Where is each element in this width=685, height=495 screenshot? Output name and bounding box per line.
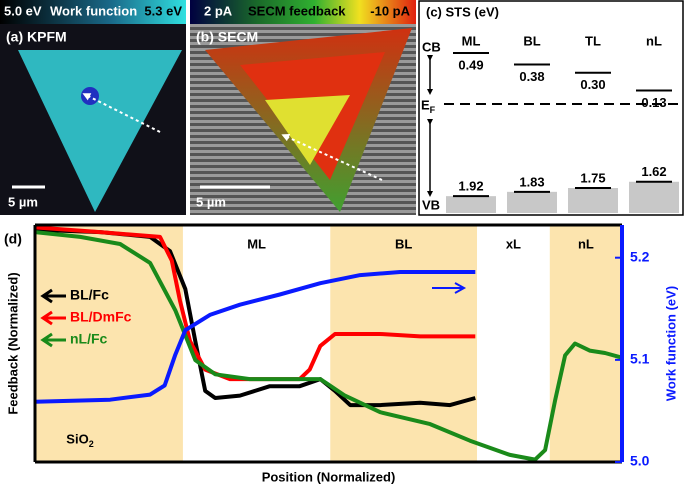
series-line — [34, 230, 623, 462]
cb-value: 0.38 — [519, 69, 544, 84]
vb-band — [568, 188, 618, 213]
panel-c: (c) STS (eV) CB EF VB ML0.491.92BL0.381.… — [418, 0, 684, 216]
region-label: nL — [578, 236, 594, 251]
flake-core — [265, 95, 350, 165]
cbar-title: SECM feedback — [248, 3, 346, 18]
legend-arrowhead — [40, 332, 53, 348]
panel-frame — [418, 0, 684, 216]
cb-label: CB — [422, 39, 441, 54]
axis-indicator-head — [454, 282, 467, 294]
panel-title: (c) STS (eV) — [426, 4, 499, 19]
y2-tick-label: 5.1 — [630, 351, 650, 367]
layer-label: nL — [646, 33, 662, 48]
panel-b: 2 pA SECM feedback -10 pA (b) SECM 5 µm — [190, 0, 416, 215]
cbar-low: 2 pA — [204, 3, 233, 18]
region-label: SiO2 — [66, 431, 93, 449]
vb-band — [446, 196, 496, 213]
scan-arrow — [82, 93, 161, 133]
legend-label: BL/DmFc — [70, 309, 132, 325]
panel-a: 5.0 eV Work function 5.3 eV (a) KPFM 5 µ… — [0, 0, 186, 215]
vb-band — [507, 191, 557, 213]
region-label: xL — [506, 236, 521, 251]
panel-label: (a) KPFM — [6, 29, 67, 45]
x-axis-label: Position (Normalized) — [262, 469, 396, 484]
vb-band — [629, 181, 679, 213]
layer-label: ML — [462, 33, 481, 48]
region-label: ML — [247, 236, 266, 251]
y-axis-label: Feedback (Normalized) — [5, 272, 20, 414]
flake — [18, 50, 182, 212]
series-line — [34, 270, 476, 404]
cbar-low: 5.0 eV — [4, 3, 42, 18]
legend-arrowhead — [40, 288, 53, 304]
legend-arrowhead — [40, 310, 53, 326]
cb-value: 0.49 — [458, 57, 483, 72]
vb-value: 1.62 — [641, 164, 666, 179]
y2-axis-label: Work function (eV) — [663, 286, 678, 401]
vb-label: VB — [422, 197, 440, 212]
y2-tick-label: 5.0 — [630, 453, 650, 469]
region-label: BL — [395, 236, 412, 251]
cb-value: 0.13 — [641, 95, 666, 110]
vb-value: 1.75 — [580, 170, 605, 185]
cbar-title: Work function — [50, 3, 137, 18]
panel-d: SiO2 ML BL xL nL BL/Fc BL/DmFc nL/Fc 5.0 5.1 5.2 (d… — [4, 223, 678, 484]
scale-label: 5 µm — [196, 194, 226, 209]
cbar-high: 5.3 eV — [144, 3, 182, 18]
legend-label: nL/Fc — [70, 331, 108, 347]
layer-label: TL — [585, 33, 601, 48]
panel-label: (d) — [4, 231, 22, 247]
region — [330, 225, 478, 462]
region — [549, 225, 622, 462]
legend-label: BL/Fc — [70, 287, 109, 303]
y2-tick-label: 5.2 — [630, 248, 650, 264]
vb-value: 1.92 — [458, 179, 483, 194]
cbar-high: -10 pA — [370, 3, 410, 18]
scale-label: 5 µm — [8, 194, 38, 209]
colorbar — [190, 0, 416, 24]
vb-value: 1.83 — [519, 174, 544, 189]
colorbar — [0, 0, 186, 24]
panel-label: (b) SECM — [196, 29, 258, 45]
region — [35, 225, 183, 462]
cb-value: 0.30 — [580, 77, 605, 92]
layer-label: BL — [523, 33, 540, 48]
